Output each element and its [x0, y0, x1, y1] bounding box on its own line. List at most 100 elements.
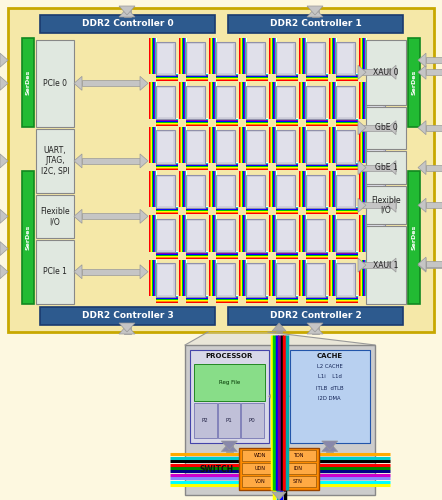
Bar: [246, 166, 268, 167]
Bar: [248, 176, 263, 206]
Bar: [300, 171, 301, 207]
Bar: [156, 300, 178, 301]
Bar: [273, 82, 274, 118]
Bar: [241, 260, 242, 296]
Bar: [306, 166, 328, 167]
Bar: [336, 76, 358, 78]
Bar: [366, 163, 388, 164]
Bar: [338, 221, 353, 250]
Bar: [361, 171, 362, 207]
Bar: [246, 164, 268, 165]
Text: L1i    L1d: L1i L1d: [318, 374, 342, 380]
Bar: [276, 165, 298, 166]
Bar: [275, 171, 276, 207]
Bar: [216, 78, 238, 80]
Bar: [186, 216, 187, 252]
Polygon shape: [418, 53, 426, 67]
Bar: [304, 38, 305, 74]
Bar: [156, 169, 178, 170]
Bar: [156, 298, 178, 299]
Bar: [274, 171, 275, 207]
Text: UART,
JTAG,
I2C, SPI: UART, JTAG, I2C, SPI: [41, 146, 69, 176]
Bar: [156, 301, 178, 302]
Bar: [299, 171, 300, 207]
Bar: [149, 82, 150, 118]
Bar: [367, 265, 382, 294]
Bar: [366, 301, 388, 302]
Bar: [216, 80, 238, 82]
Bar: [155, 216, 156, 252]
Bar: [366, 124, 388, 126]
Bar: [186, 42, 205, 75]
Bar: [276, 296, 298, 297]
Bar: [150, 171, 151, 207]
Bar: [156, 120, 178, 122]
Bar: [359, 126, 360, 163]
Bar: [336, 122, 358, 124]
Bar: [216, 260, 217, 296]
Bar: [186, 86, 205, 119]
Bar: [275, 82, 276, 118]
Polygon shape: [307, 325, 323, 334]
Bar: [306, 208, 328, 210]
Bar: [360, 171, 361, 207]
Bar: [246, 296, 268, 297]
Bar: [333, 260, 334, 296]
Bar: [242, 476, 278, 487]
Bar: [269, 82, 270, 118]
Bar: [246, 169, 268, 170]
Bar: [363, 82, 364, 118]
Bar: [364, 82, 365, 118]
Bar: [360, 126, 361, 163]
Bar: [276, 254, 298, 256]
Bar: [186, 171, 187, 207]
Bar: [270, 82, 271, 118]
Bar: [186, 210, 208, 212]
Bar: [332, 216, 333, 252]
Bar: [408, 171, 420, 304]
Bar: [276, 210, 298, 212]
Bar: [366, 297, 388, 298]
Bar: [275, 260, 276, 296]
Polygon shape: [282, 389, 290, 403]
Bar: [156, 171, 157, 207]
Bar: [306, 250, 328, 252]
Bar: [242, 171, 243, 207]
Bar: [365, 260, 366, 296]
Bar: [336, 301, 358, 302]
Bar: [335, 38, 336, 74]
Bar: [216, 256, 238, 258]
Bar: [248, 221, 263, 250]
Bar: [149, 171, 150, 207]
Bar: [216, 86, 235, 119]
Bar: [186, 254, 208, 256]
Polygon shape: [272, 323, 286, 331]
Text: P1: P1: [225, 418, 232, 422]
Polygon shape: [307, 6, 323, 15]
Bar: [359, 82, 360, 118]
Bar: [186, 301, 208, 302]
Bar: [305, 260, 306, 296]
Bar: [156, 219, 175, 252]
Bar: [82, 158, 140, 164]
Text: SerDes: SerDes: [412, 225, 416, 250]
Bar: [186, 212, 208, 214]
Bar: [153, 38, 154, 74]
Bar: [300, 38, 301, 74]
Polygon shape: [418, 65, 426, 79]
Bar: [156, 76, 178, 78]
Bar: [8, 8, 434, 332]
Bar: [36, 195, 74, 238]
Bar: [331, 171, 332, 207]
Bar: [308, 176, 323, 206]
Bar: [329, 38, 330, 74]
Bar: [183, 260, 184, 296]
Bar: [274, 216, 275, 252]
Polygon shape: [119, 325, 135, 334]
Bar: [156, 174, 175, 208]
Bar: [306, 76, 328, 78]
Bar: [336, 254, 358, 256]
Bar: [156, 250, 178, 252]
Bar: [366, 86, 385, 119]
Bar: [306, 162, 328, 163]
